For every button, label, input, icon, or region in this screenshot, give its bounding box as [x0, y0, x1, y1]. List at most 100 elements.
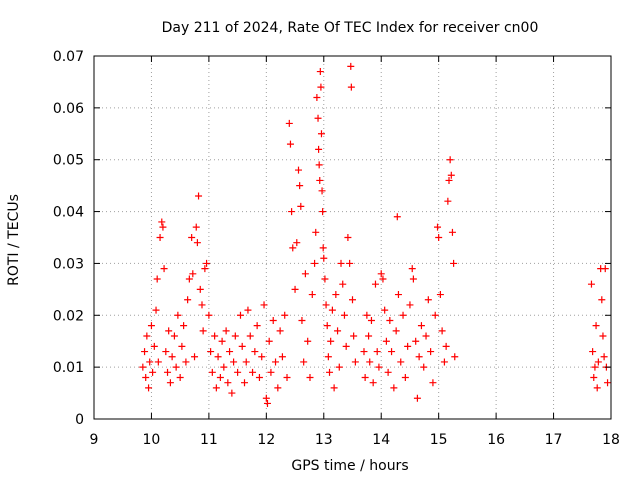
data-point — [444, 197, 452, 205]
data-point — [242, 358, 250, 366]
data-point — [172, 363, 180, 371]
data-point — [253, 322, 261, 330]
data-point — [447, 171, 455, 179]
data-point — [191, 353, 199, 361]
data-point — [180, 322, 188, 330]
data-point — [435, 234, 443, 241]
data-point — [300, 358, 308, 366]
data-point — [598, 296, 606, 304]
data-point — [404, 342, 412, 350]
data-point — [420, 363, 428, 371]
data-point — [592, 322, 600, 330]
data-point — [330, 384, 338, 392]
data-point — [269, 316, 277, 324]
data-point — [340, 311, 348, 319]
data-point — [199, 327, 207, 335]
data-point — [390, 384, 398, 392]
x-tick-label: 18 — [602, 432, 620, 448]
data-point — [226, 348, 234, 356]
data-point — [283, 374, 291, 382]
data-point — [394, 291, 402, 299]
data-point — [393, 213, 401, 221]
data-point — [178, 342, 186, 350]
data-point — [147, 322, 155, 330]
data-point — [218, 337, 226, 345]
data-point — [142, 374, 150, 382]
data-point — [189, 270, 197, 278]
data-point — [319, 244, 327, 252]
data-point — [431, 311, 439, 319]
data-point — [445, 176, 453, 184]
data-point — [347, 62, 355, 70]
y-tick-label: 0.06 — [53, 101, 84, 117]
data-point — [158, 218, 166, 226]
data-point — [152, 306, 160, 314]
data-point — [436, 291, 444, 299]
data-point — [308, 291, 316, 299]
data-point — [375, 363, 383, 371]
data-point — [311, 259, 319, 267]
data-point — [267, 368, 275, 376]
data-point — [306, 374, 314, 382]
data-point — [212, 384, 220, 392]
data-point — [162, 348, 170, 356]
data-point — [600, 353, 608, 361]
y-tick-label: 0 — [75, 412, 84, 428]
data-point — [196, 285, 204, 293]
data-point — [274, 384, 282, 392]
y-tick-label: 0.07 — [53, 49, 84, 65]
data-point — [285, 119, 293, 127]
data-point — [244, 306, 252, 314]
data-point — [397, 358, 405, 366]
data-point — [301, 270, 309, 278]
data-point — [296, 182, 304, 190]
data-point — [224, 379, 232, 387]
data-point — [346, 259, 354, 267]
data-point — [373, 348, 381, 356]
data-point — [260, 301, 268, 309]
data-point — [211, 332, 219, 340]
data-point — [176, 374, 184, 382]
data-point — [332, 291, 340, 299]
data-point — [315, 145, 323, 153]
data-point — [315, 161, 323, 169]
data-point — [409, 275, 417, 283]
x-axis-label: GPS time / hours — [291, 458, 408, 474]
data-point — [316, 176, 324, 184]
y-axis-label: ROTI / TECUs — [6, 194, 22, 286]
grid — [94, 56, 611, 419]
data-point — [230, 358, 238, 366]
x-tick-label: 17 — [545, 432, 563, 448]
data-point — [313, 93, 321, 101]
data-point — [379, 275, 387, 283]
data-point — [263, 399, 271, 407]
data-point — [164, 368, 172, 376]
data-point — [192, 223, 200, 231]
data-point — [312, 228, 320, 236]
data-point — [381, 306, 389, 314]
data-point — [446, 156, 454, 164]
data-point — [160, 265, 168, 273]
data-point — [231, 332, 239, 340]
data-point — [363, 311, 371, 319]
data-point — [265, 337, 273, 345]
data-point — [222, 327, 230, 335]
x-tick-label: 16 — [487, 432, 505, 448]
data-point — [604, 379, 612, 387]
y-tick-label: 0.05 — [53, 153, 84, 169]
data-point — [182, 358, 190, 366]
data-point — [317, 83, 325, 91]
data-point — [382, 337, 390, 345]
data-point — [448, 228, 456, 236]
data-point — [207, 348, 215, 356]
data-point — [342, 342, 350, 350]
data-point — [349, 296, 356, 304]
data-point — [141, 348, 149, 356]
data-point — [339, 280, 347, 288]
data-point — [367, 316, 375, 324]
data-point — [205, 311, 213, 319]
data-point — [314, 114, 322, 122]
data-point — [427, 348, 435, 356]
